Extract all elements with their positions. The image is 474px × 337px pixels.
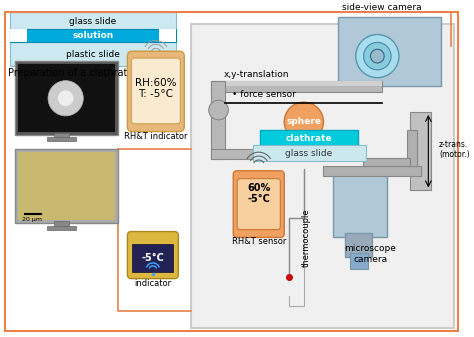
Text: 60%
-5°C: 60% -5°C xyxy=(247,183,270,204)
Bar xyxy=(407,130,417,169)
Bar xyxy=(253,145,365,161)
Text: RH:60%
T: -5°C: RH:60% T: -5°C xyxy=(135,78,177,99)
Bar xyxy=(18,64,115,131)
Text: thermocouple: thermocouple xyxy=(302,208,311,267)
FancyBboxPatch shape xyxy=(233,171,284,238)
Circle shape xyxy=(58,90,73,106)
Bar xyxy=(47,137,76,142)
Text: 20 μm: 20 μm xyxy=(22,217,42,222)
Circle shape xyxy=(371,49,384,63)
Bar xyxy=(191,24,454,328)
FancyBboxPatch shape xyxy=(237,179,280,229)
Circle shape xyxy=(48,81,83,116)
Circle shape xyxy=(356,35,399,78)
Text: solution: solution xyxy=(73,31,114,40)
Circle shape xyxy=(209,100,228,120)
FancyBboxPatch shape xyxy=(128,51,184,131)
Text: clathrate: clathrate xyxy=(285,134,332,143)
Bar xyxy=(345,233,373,257)
Text: • force sensor: • force sensor xyxy=(232,90,296,99)
Text: x,y-translation: x,y-translation xyxy=(223,70,289,79)
Bar xyxy=(54,221,69,227)
Bar xyxy=(47,226,76,229)
Text: indicator: indicator xyxy=(134,279,172,287)
Bar xyxy=(211,149,260,159)
Bar xyxy=(211,81,382,92)
Text: glass slide: glass slide xyxy=(285,149,332,158)
Text: glass slide: glass slide xyxy=(70,17,117,26)
Text: RH&T indicator: RH&T indicator xyxy=(124,131,188,141)
Bar xyxy=(323,166,421,176)
Bar xyxy=(159,29,176,42)
Text: Preparation of a clathrate slab: Preparation of a clathrate slab xyxy=(8,68,156,78)
Bar xyxy=(211,81,226,159)
Bar xyxy=(10,12,176,66)
Text: RH&T sensor: RH&T sensor xyxy=(232,238,286,246)
Circle shape xyxy=(284,102,323,142)
Bar xyxy=(18,152,115,220)
Text: microscope
camera: microscope camera xyxy=(345,244,396,264)
Bar xyxy=(54,132,69,140)
FancyBboxPatch shape xyxy=(131,58,180,124)
Bar xyxy=(260,130,358,146)
Bar xyxy=(15,149,118,223)
Bar xyxy=(333,174,387,238)
Circle shape xyxy=(364,42,391,70)
Bar xyxy=(350,253,367,269)
Bar xyxy=(10,29,27,42)
Bar xyxy=(132,244,173,272)
Bar xyxy=(15,61,118,134)
Text: z-trans.
(motor.): z-trans. (motor.) xyxy=(439,140,470,159)
Text: side-view camera: side-view camera xyxy=(342,3,422,12)
Bar xyxy=(410,112,431,190)
Text: sphere: sphere xyxy=(286,117,321,126)
Bar xyxy=(363,158,410,166)
FancyBboxPatch shape xyxy=(128,232,178,279)
Bar xyxy=(10,29,176,42)
Text: -5°C: -5°C xyxy=(141,253,164,263)
Bar xyxy=(211,81,382,86)
Text: plastic slide: plastic slide xyxy=(66,50,120,59)
Bar xyxy=(338,17,441,86)
